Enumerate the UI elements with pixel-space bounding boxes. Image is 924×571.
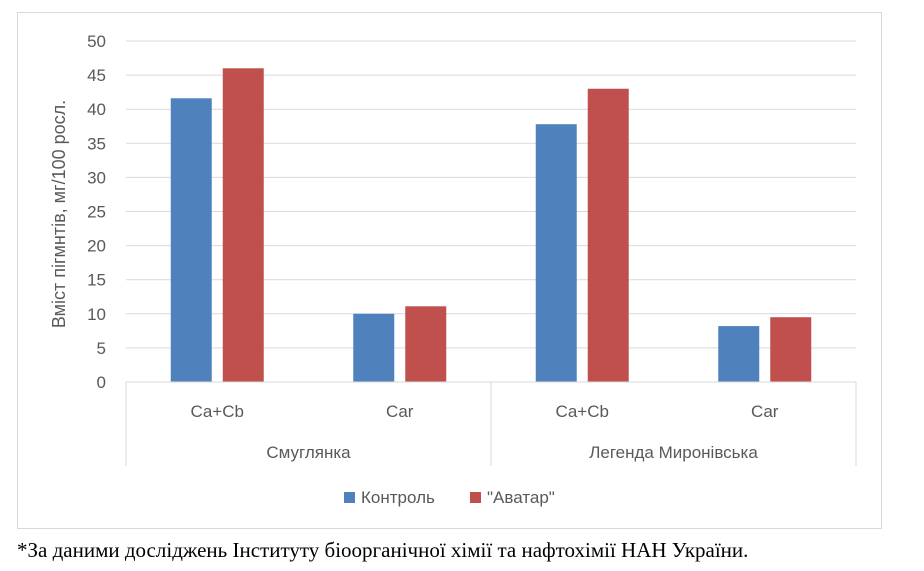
y-tick-label: 40 [87, 100, 106, 119]
legend-swatch [344, 492, 355, 503]
y-tick-label: 0 [97, 373, 106, 392]
y-tick-label: 50 [87, 32, 106, 51]
y-tick-label: 35 [87, 134, 106, 153]
bar [535, 124, 577, 382]
y-tick-label: 25 [87, 203, 106, 222]
bar [718, 326, 760, 382]
bars [170, 68, 812, 383]
y-tick-label: 15 [87, 271, 106, 290]
bar [770, 317, 812, 382]
legend: Контроль "Аватар" [344, 488, 555, 507]
y-axis-label: Вміст пігмнтів, мг/100 росл. [49, 100, 69, 328]
bar [405, 306, 447, 382]
x-axis: Ca+Cb Car Смуглянка Ca+Cb Car Легенда Миронів… [125, 381, 857, 466]
y-axis-ticks: 0 5 10 15 20 25 30 35 40 45 50 [87, 32, 106, 392]
bar [222, 68, 264, 382]
legend-label: Контроль [361, 488, 435, 507]
y-tick-label: 20 [87, 237, 106, 256]
bar [353, 313, 395, 382]
x-group-label: Смуглянка [266, 443, 351, 462]
x-group-label: Легенда Миронівська [589, 443, 758, 462]
y-tick-label: 45 [87, 66, 106, 85]
bar [587, 88, 629, 383]
footnote: *За даними досліджень Інституту біоорган… [17, 538, 749, 562]
bar [170, 98, 212, 383]
legend-label: "Аватар" [487, 488, 555, 507]
chart-area: 0 5 10 15 20 25 30 35 40 45 50 Ca+Cb Car Смуглянка Ca… [17, 12, 882, 529]
legend-swatch [470, 492, 481, 503]
y-tick-label: 5 [97, 339, 106, 358]
y-tick-label: 10 [87, 305, 106, 324]
x-category-label: Car [386, 402, 414, 421]
y-tick-label: 30 [87, 168, 106, 187]
x-category-label: Ca+Cb [191, 402, 244, 421]
x-category-label: Ca+Cb [556, 402, 609, 421]
x-category-label: Car [751, 402, 779, 421]
